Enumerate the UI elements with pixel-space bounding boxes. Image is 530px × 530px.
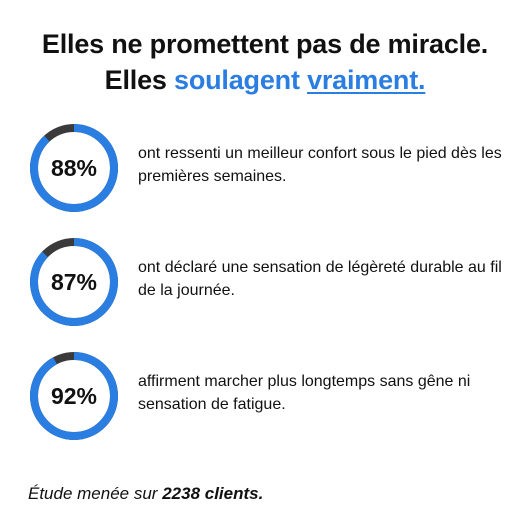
stat-item-3: 92% affirment marcher plus longtemps san… — [28, 350, 518, 442]
stat-item-1: 88% ont ressenti un meilleur confort sou… — [28, 122, 518, 214]
stat-description: affirment marcher plus longtemps sans gê… — [138, 373, 471, 413]
progress-ring: 87% — [28, 236, 120, 328]
percent-label: 88% — [50, 154, 98, 181]
progress-ring-graphic — [30, 352, 118, 440]
ring-fill — [30, 352, 118, 440]
percent-label: 92% — [50, 382, 98, 409]
percent-label: 87% — [50, 268, 98, 295]
headline: Elles ne promettent pas de miracle. Elle… — [0, 26, 530, 98]
stat-item-2: 87% ont déclaré une sensation de légèret… — [28, 236, 518, 328]
headline-line-1: Elles ne promettent pas de miracle. — [41, 29, 489, 59]
ring-fill — [30, 124, 118, 212]
ring-fill — [30, 238, 118, 326]
progress-ring-graphic — [30, 238, 118, 326]
headline-prefix: Elles — [104, 65, 167, 95]
headline-accent-word: soulagent — [174, 65, 300, 95]
footer-highlight: 2238 clients. — [162, 484, 264, 503]
footer-prefix: Étude menée sur — [28, 484, 158, 503]
progress-ring: 88% — [28, 122, 120, 214]
stat-description: ont ressenti un meilleur confort sous le… — [138, 145, 502, 185]
progress-ring-graphic — [30, 124, 118, 212]
headline-line-2: Elles soulagent vraiment. — [0, 62, 530, 98]
progress-ring: 92% — [28, 350, 120, 442]
headline-underlined-word: vraiment. — [307, 65, 426, 95]
stat-description: ont déclaré une sensation de légèreté du… — [138, 259, 502, 299]
footer-note: Étude menée sur 2238 clients. — [28, 484, 263, 504]
